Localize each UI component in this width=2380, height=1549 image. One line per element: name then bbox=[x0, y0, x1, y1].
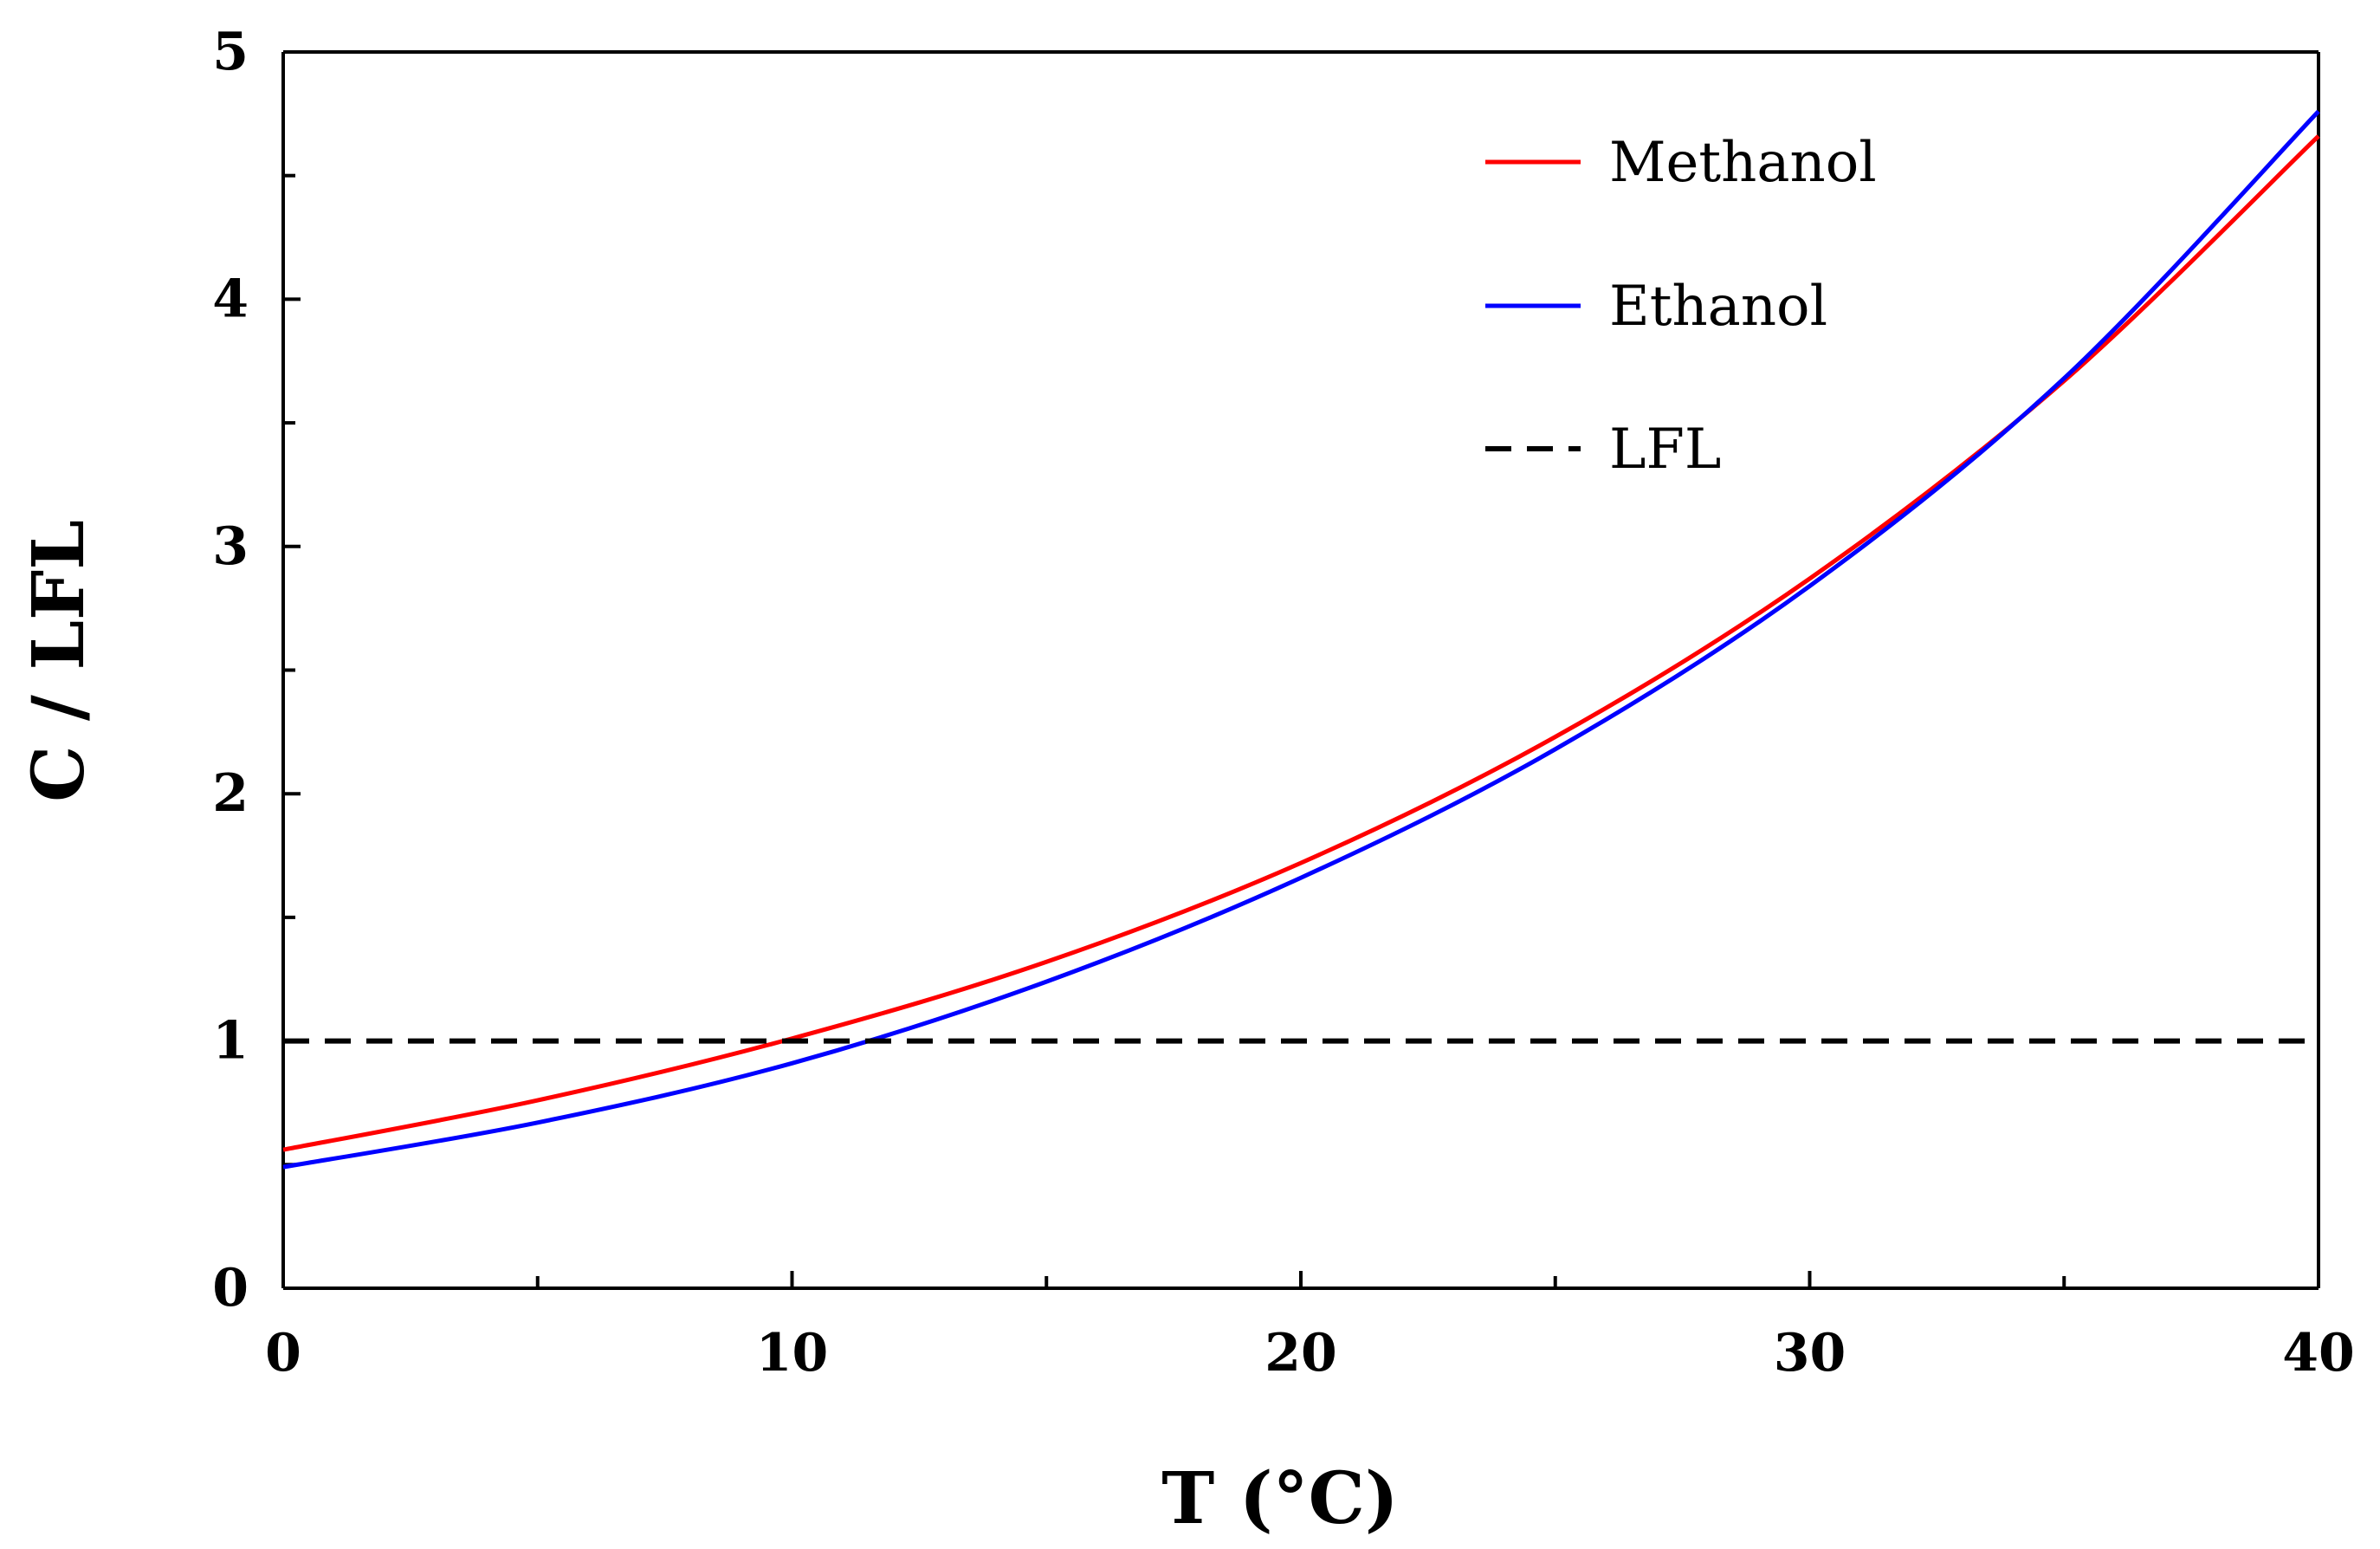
tick-labels: 0 10 20 30 40 0 1 2 3 4 5 bbox=[212, 22, 2355, 1384]
x-tick-label: 30 bbox=[1774, 1323, 1846, 1384]
legend-label-ethanol: Ethanol bbox=[1609, 275, 1827, 339]
y-tick-label: 5 bbox=[212, 22, 249, 82]
y-tick-label: 2 bbox=[212, 763, 249, 824]
x-tick-label: 10 bbox=[756, 1323, 829, 1384]
axes bbox=[281, 50, 2320, 1290]
x-tick-label: 0 bbox=[265, 1323, 301, 1384]
x-tick-label: 40 bbox=[2282, 1323, 2355, 1384]
y-tick-label: 4 bbox=[212, 269, 249, 329]
series-line-ethanol bbox=[282, 109, 2320, 1170]
legend-label-methanol: Methanol bbox=[1609, 131, 1877, 195]
series-line-methanol bbox=[282, 134, 2320, 1152]
x-axis-title: T (°C) bbox=[1161, 1457, 1398, 1540]
y-tick-label: 3 bbox=[212, 516, 249, 577]
x-tick-label: 20 bbox=[1264, 1323, 1337, 1384]
legend: Methanol Ethanol LFL bbox=[1485, 131, 1877, 482]
y-tick-label: 0 bbox=[212, 1258, 249, 1319]
legend-label-lfl: LFL bbox=[1609, 418, 1721, 482]
y-tick-label: 1 bbox=[212, 1011, 249, 1072]
y-axis-title: C / LFL bbox=[17, 520, 100, 802]
series-group bbox=[282, 109, 2320, 1170]
